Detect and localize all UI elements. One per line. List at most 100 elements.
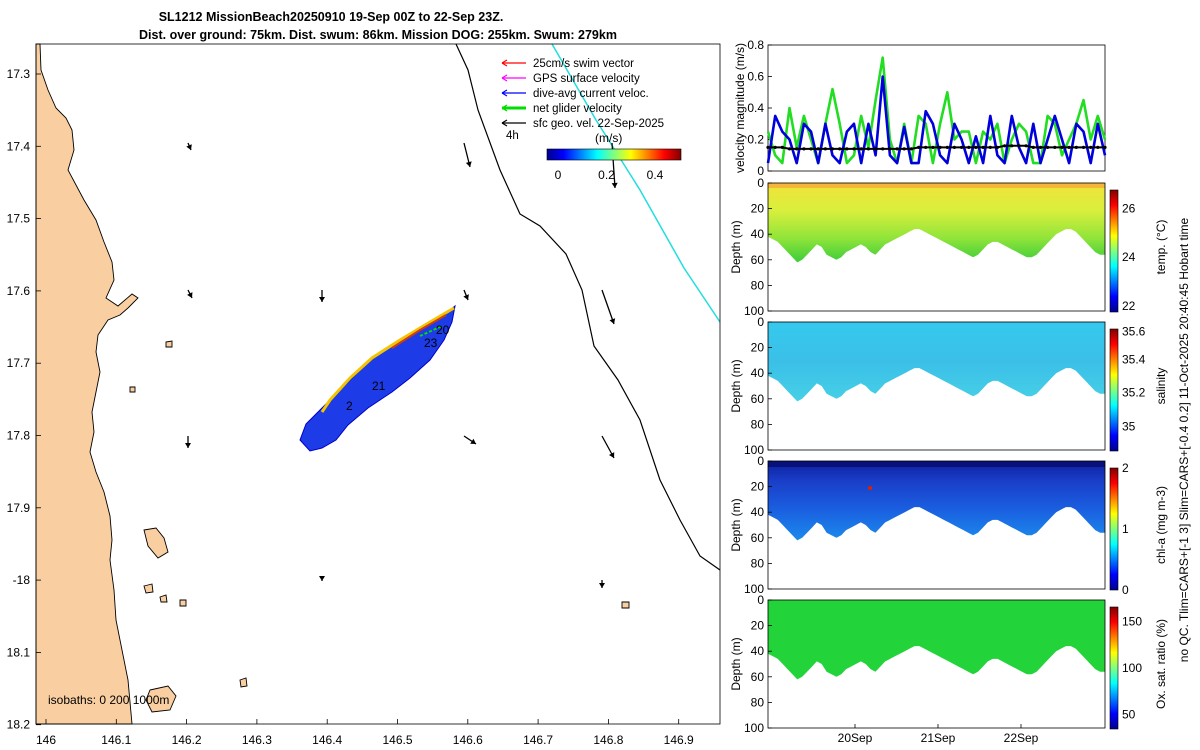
depth-tick-label: 80 [751, 695, 765, 709]
geo-velocity-arrowhead [611, 182, 618, 188]
map-ytick-label: 17.6 [7, 284, 31, 298]
island [165, 340, 173, 348]
depth-ylabel: Depth (m) [729, 637, 743, 690]
depth-tick-label: 20 [751, 619, 765, 633]
colorbar-label: temp. (°C) [1154, 220, 1168, 275]
legend-arrowhead [501, 59, 508, 67]
colorbar-tick-label: 35.2 [1122, 385, 1146, 399]
velocity-point [845, 147, 849, 151]
track-day-label: 23 [424, 336, 438, 350]
velocity-point [1074, 145, 1078, 149]
profile-colorbar [1109, 189, 1119, 313]
profile-panel: 0 20 40 60 80 100 Depth (m) 35 35.2 35.4 35.6 salin… [729, 315, 1168, 457]
map-ytick-label: 17.8 [7, 429, 31, 443]
velocity-point [981, 145, 985, 149]
depth-tick-label: 0 [757, 454, 764, 468]
velocity-point [931, 145, 935, 149]
colorbar-label: chl-a (mg m-3) [1154, 486, 1168, 564]
isobath-1000m [455, 43, 721, 571]
island [145, 685, 177, 713]
map-ytick-label: -18 [13, 573, 31, 587]
legend-arrowhead [501, 119, 508, 127]
figure-title-line1: SL1212 MissionBeach20250910 19-Sep 00Z t… [159, 10, 504, 24]
velocity-ytick-label: 0.6 [747, 70, 764, 84]
velocity-point [1017, 144, 1021, 148]
velocity-point [830, 147, 835, 151]
velocity-point [838, 147, 842, 151]
velocity-point [881, 147, 885, 151]
depth-tick-label: 20 [751, 341, 765, 355]
map-xtick-label: 146.9 [664, 733, 694, 747]
profile-panel: 0 20 40 60 80 100 Depth (m) 0 1 2 chl-a (mg m-3) [729, 454, 1168, 597]
velocity-ytick-label: 0.4 [747, 101, 764, 115]
velocity-point [952, 145, 957, 149]
geo-velocity-arrowhead [599, 583, 605, 588]
depth-tick-label: 0 [757, 315, 764, 329]
depth-tick-label: 40 [751, 505, 765, 519]
depth-tick-label: 60 [751, 531, 765, 545]
island [129, 386, 136, 393]
legend-arrowhead [501, 104, 508, 112]
colorbar-tick-label: 35.6 [1122, 324, 1146, 338]
depth-tick-label: 20 [751, 480, 765, 494]
velocity-point [780, 145, 784, 149]
velocity-point [766, 145, 770, 149]
velocity-point [866, 147, 871, 151]
velocity-point [1031, 145, 1035, 149]
map-ytick-label: 17.3 [7, 67, 31, 81]
colorbar-tick-label: 22 [1122, 299, 1136, 313]
velocity-ytick-label: 0.2 [747, 133, 764, 147]
depth-tick-label: 40 [751, 366, 765, 380]
depth-ylabel: Depth (m) [729, 359, 743, 412]
geo-velocity-arrowhead [609, 318, 616, 324]
colorbar-tick-label: 1 [1122, 522, 1129, 536]
velocity-point [795, 147, 799, 151]
legend-entry: net glider velocity [533, 103, 622, 115]
velocity-point [1067, 145, 1071, 149]
velocity-point [1060, 145, 1064, 149]
geo-velocity-arrowhead [185, 443, 191, 448]
track-speed-colored-line [320, 306, 455, 413]
time-tick-label: 22Sep [1004, 731, 1039, 745]
velocity-ylabel: velocity magnitude (m/s) [733, 43, 747, 173]
velocity-point [924, 145, 928, 149]
velocity-point [852, 147, 856, 151]
velocity-point [1103, 145, 1107, 149]
colorbar-tick-label: 2 [1122, 461, 1129, 475]
colorbar-title: (m/s) [595, 131, 622, 145]
map-xtick-label: 146.2 [172, 733, 202, 747]
legend-arrowhead [501, 74, 508, 82]
island [179, 599, 187, 607]
profile-axes-box [767, 182, 1106, 312]
surface-track-line [551, 43, 721, 323]
velocity-point [1081, 145, 1086, 149]
map-xtick-label: 146.7 [523, 733, 553, 747]
geo-velocity-arrowhead [319, 576, 325, 581]
colorbar-tick-label: 35 [1122, 420, 1136, 434]
profile-colorbar [1109, 328, 1119, 452]
map-ytick-label: 17.9 [7, 501, 31, 515]
velocity-series-line [766, 75, 1107, 165]
velocity-point [1003, 144, 1007, 148]
colorbar-tick-label: 35.4 [1122, 353, 1146, 367]
velocity-point [909, 147, 914, 151]
profile-axes-box [767, 599, 1106, 729]
map-xtick-label: 146.5 [382, 733, 412, 747]
geo-velocity-arrowhead [465, 161, 472, 167]
colorbar-tick-label: 0.2 [598, 168, 615, 182]
colorbar-tick-label: 50 [1122, 707, 1136, 721]
geo-velocity-arrowhead [319, 297, 325, 302]
profile-axes-box [767, 321, 1106, 451]
profile-colorbar [1109, 606, 1119, 730]
velocity-point [888, 147, 892, 151]
velocity-point [1024, 144, 1028, 148]
geo-velocity-arrowhead [608, 452, 615, 458]
map-xtick-label: 146.4 [312, 733, 342, 747]
velocity-point [960, 145, 964, 149]
profile-panel: 0 20 40 60 80 100 Depth (m) 22 24 26 temp. (°C) [729, 176, 1168, 318]
track-speed-colored-line [391, 314, 447, 349]
